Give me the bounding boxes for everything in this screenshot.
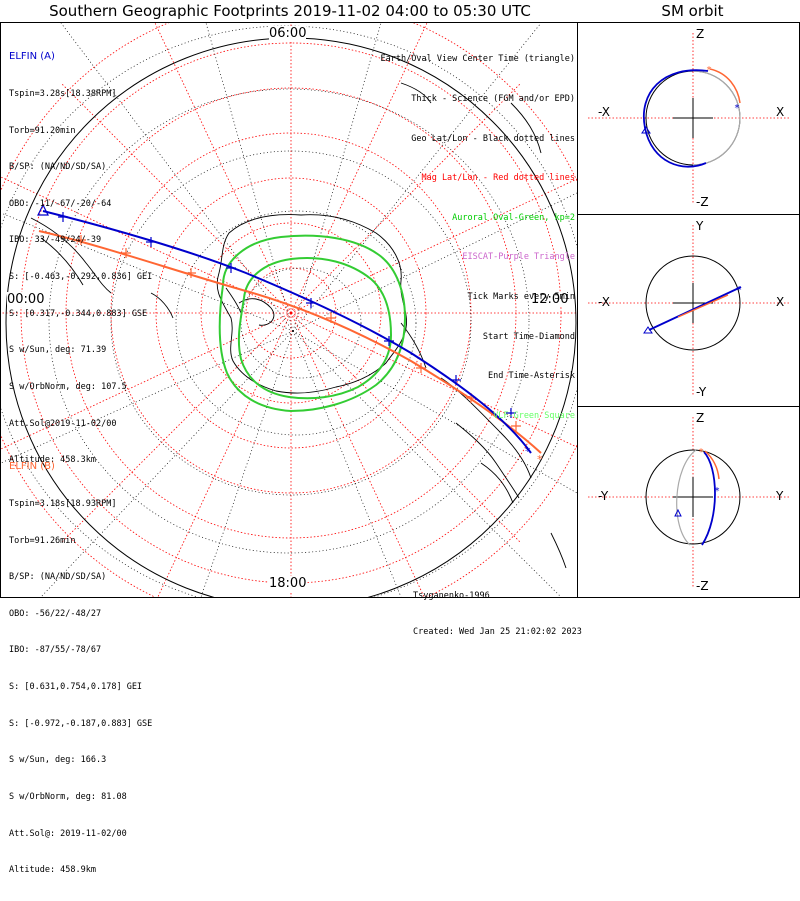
elfin-a-line: OBO: -11/-67/-20/-64	[9, 198, 112, 209]
sm-panel-xy: * Y -Y -X X	[577, 214, 800, 407]
svg-text:*: *	[525, 445, 531, 458]
legend-item: Auroral Oval-Green, kp=2	[452, 212, 575, 223]
legend-item: Start Time-Diamond	[482, 331, 575, 342]
legend-item: EISCAT-Purple Triangle	[462, 252, 575, 263]
elfin-b-header: ELFIN (B)	[9, 461, 55, 473]
sm-axis-left: -Y	[598, 489, 609, 503]
svg-text:*: *	[698, 447, 704, 458]
legend-item: Geo Lat/Lon - Black dotted lines	[411, 133, 575, 144]
elfin-b-line: Tspin=3.18s[18.93RPM]	[9, 499, 117, 510]
elfin-a-line: S: [-0.463,-0.292,0.836] GEI	[9, 272, 153, 283]
sm-axis-left: -X	[598, 295, 610, 309]
elfin-a-line: Att.Sol@2019-11-02/00	[9, 418, 117, 429]
auroral-oval	[218, 234, 407, 413]
created-label: Created: Wed Jan 25 21:02:02 2023	[413, 627, 582, 637]
sm-orbit-title: SM orbit	[661, 2, 724, 20]
legend-item: Mag Lat/Lon - Red dotted lines	[421, 173, 575, 184]
elfin-b-line: S w/Sun, deg: 166.3	[9, 755, 107, 766]
elfin-a-track: *	[37, 203, 532, 458]
legend-item: Tick Marks every 5min	[467, 292, 575, 303]
footprint-map-panel: * * 06:00 00:00 12:00 18:00	[0, 22, 582, 875]
elfin-a-line: S: [0.317,-0.344,0.883] GSE	[9, 308, 148, 319]
elfin-a-line: Tspin=3.28s[18.38RPM]	[9, 89, 117, 100]
svg-text:*: *	[706, 65, 712, 76]
time-label-left: 00:00	[7, 292, 45, 307]
legend: Earth/Oval View Center Time (triangle) T…	[381, 27, 575, 450]
sm-axis-left: -X	[598, 105, 610, 119]
elfin-a-line: S w/Sun, deg: 71.39	[9, 345, 107, 356]
sm-axis-right: X	[776, 295, 785, 309]
sm-axis-right: X	[776, 105, 785, 119]
elfin-a-header: ELFIN (A)	[9, 51, 55, 63]
elfin-b-line: Att.Sol@: 2019-11-02/00	[9, 828, 127, 839]
elfin-b-line: Torb=91.26min	[9, 535, 76, 546]
svg-text:*: *	[736, 285, 742, 296]
sm-axis-right: Y	[776, 489, 784, 503]
sm-plot-yz: * *	[588, 417, 789, 587]
sm-panel-xz: * * Z -Z -X X	[577, 22, 800, 215]
elfin-a-info: ELFIN (A) Tspin=3.28s[18.38RPM] Torb=91.…	[9, 27, 152, 491]
elfin-b-line: S: [0.631,0.754,0.178] GEI	[9, 682, 143, 693]
model-label: Tsyganenko-1996	[413, 591, 490, 601]
elfin-b-line: OBO: -56/22/-48/27	[9, 608, 102, 619]
time-label-bottom: 18:00	[269, 576, 307, 591]
elfin-a-line: IBO: 33/-49/24/-39	[9, 235, 102, 246]
coastlines	[30, 82, 567, 569]
sm-axis-top: Z	[696, 27, 705, 41]
geo-lat-grid	[1, 25, 577, 597]
elfin-a-line: Altitude: 458.3km	[9, 455, 96, 466]
time-label-right: 12:00	[531, 292, 569, 307]
elfin-b-line: S w/OrbNorm, deg: 81.08	[9, 791, 127, 802]
sm-panel-yz: * * Z -Z -Y Y	[577, 406, 800, 598]
sm-axis-bottom: -Z	[696, 195, 709, 209]
legend-item: Thick - Science (FGM and/or EPD)	[411, 94, 575, 105]
legend-item: End Time-Asterisk	[488, 371, 575, 382]
legend-item: VLF-Green Square	[493, 410, 575, 421]
credits: Tsyganenko-1996 Created: Wed Jan 25 21:0…	[413, 566, 582, 662]
elfin-a-line: B/SP: (NA/ND/SD/SA)	[9, 162, 107, 173]
elfin-b-track: *	[38, 230, 543, 466]
elfin-a-line: S w/OrbNorm, deg: 107.5	[9, 381, 127, 392]
elfin-b-line: B/SP: (NA/ND/SD/SA)	[9, 572, 107, 583]
elfin-b-info: ELFIN (B) Tspin=3.18s[18.93RPM] Torb=91.…	[9, 437, 152, 901]
sm-plot-xy: *	[588, 225, 789, 396]
plot-title: Southern Geographic Footprints 2019-11-0…	[49, 2, 531, 20]
sm-axis-top: Y	[696, 219, 704, 233]
sm-axis-bottom: -Z	[696, 579, 709, 593]
elfin-b-line: Altitude: 458.9km	[9, 865, 96, 876]
sm-axis-top: Z	[696, 411, 705, 425]
svg-text:*: *	[537, 453, 543, 466]
geo-lon-grid	[1, 23, 577, 597]
sm-plot-xz: * *	[588, 33, 789, 204]
elfin-a-line: Torb=91.20min	[9, 125, 76, 136]
svg-text:*: *	[734, 103, 740, 114]
time-label-top: 06:00	[269, 26, 307, 41]
elfin-b-line: S: [-0.972,-0.187,0.883] GSE	[9, 718, 153, 729]
svg-text:*: *	[714, 486, 720, 497]
elfin-b-line: IBO: -87/55/-78/67	[9, 645, 102, 656]
sm-axis-bottom: -Y	[696, 385, 707, 399]
legend-item: Earth/Oval View Center Time (triangle)	[380, 54, 575, 65]
